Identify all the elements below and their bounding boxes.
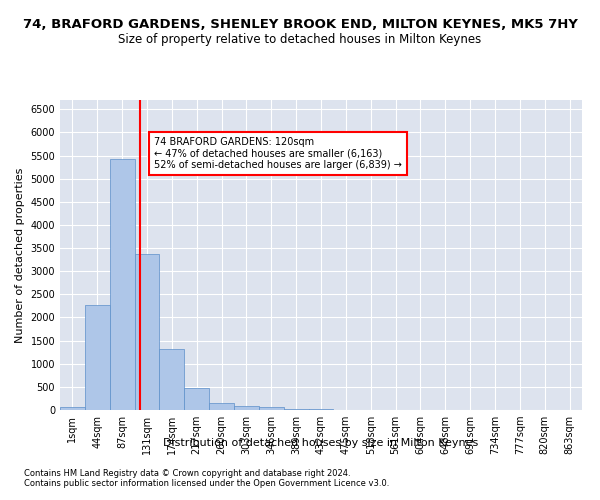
Bar [110, 159, 134, 410]
Text: 74, BRAFORD GARDENS, SHENLEY BROOK END, MILTON KEYNES, MK5 7HY: 74, BRAFORD GARDENS, SHENLEY BROOK END, … [23, 18, 577, 30]
Bar [259, 407, 284, 410]
Y-axis label: Number of detached properties: Number of detached properties [15, 168, 25, 342]
Bar [234, 406, 259, 410]
Bar [209, 402, 234, 410]
Bar [284, 408, 308, 410]
Bar [160, 350, 184, 410]
Bar [60, 406, 85, 410]
Text: 74 BRAFORD GARDENS: 120sqm
← 47% of detached houses are smaller (6,163)
52% of s: 74 BRAFORD GARDENS: 120sqm ← 47% of deta… [154, 137, 402, 170]
Text: Contains public sector information licensed under the Open Government Licence v3: Contains public sector information licen… [24, 478, 389, 488]
Text: Size of property relative to detached houses in Milton Keynes: Size of property relative to detached ho… [118, 32, 482, 46]
Bar [184, 388, 209, 410]
Text: Distribution of detached houses by size in Milton Keynes: Distribution of detached houses by size … [163, 438, 479, 448]
Bar [85, 305, 110, 410]
Bar [134, 254, 160, 410]
Text: Contains HM Land Registry data © Crown copyright and database right 2024.: Contains HM Land Registry data © Crown c… [24, 468, 350, 477]
